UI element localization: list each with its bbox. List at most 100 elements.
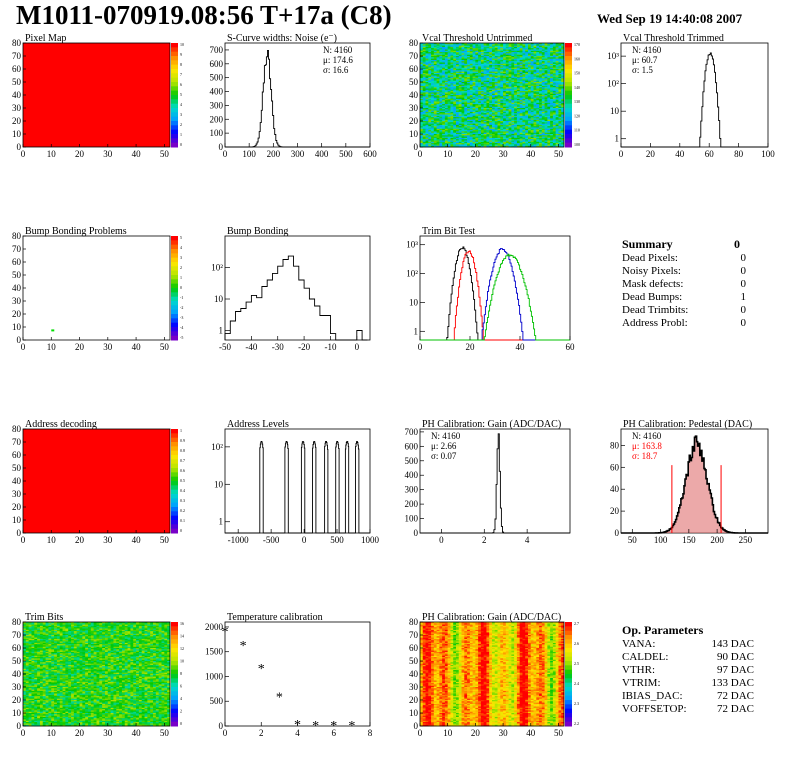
heatmap-cell	[433, 118, 438, 121]
heatmap-cell	[530, 143, 534, 145]
heatmap-cell	[503, 111, 507, 114]
heatmap-cell	[497, 144, 501, 147]
heatmap-cell	[516, 58, 521, 61]
heatmap-cell	[516, 49, 521, 52]
heatmap-cell	[420, 53, 424, 56]
colorbar-segment	[171, 60, 178, 66]
heatmap-cell	[461, 74, 465, 76]
heatmap-cell	[522, 114, 526, 117]
heatmap-cell	[528, 61, 532, 63]
heatmap-cell	[456, 58, 460, 61]
heatmap-cell	[478, 140, 482, 143]
heatmap-cell	[436, 82, 440, 84]
tick-label: 50	[160, 342, 170, 352]
heatmap-cell	[475, 114, 479, 117]
heatmap-cell	[519, 66, 523, 69]
heatmap-cell	[486, 72, 490, 75]
heatmap-cell	[508, 117, 512, 119]
heatmap-cell	[494, 114, 498, 117]
heatmap-cell	[486, 52, 490, 54]
heatmap-cell	[422, 53, 426, 56]
heatmap-cell	[522, 43, 526, 45]
heatmap-cell	[514, 84, 518, 87]
stats-line: N: 4160	[323, 45, 353, 55]
heatmap-cell	[433, 104, 438, 106]
heatmap-cell	[472, 135, 476, 137]
heatmap-cell	[516, 132, 521, 135]
heatmap-cell	[439, 139, 443, 141]
heatmap-cell	[514, 92, 518, 95]
heatmap-cell	[467, 136, 471, 139]
heatmap-cell	[519, 67, 523, 70]
tick-label: -500	[263, 535, 280, 545]
heatmap-cell	[472, 124, 476, 127]
heatmap-cell	[447, 75, 451, 78]
heatmap-cell	[425, 46, 429, 49]
heatmap-cell	[475, 118, 479, 121]
heatmap-cell	[519, 76, 523, 79]
heatmap-cell	[480, 56, 485, 58]
heatmap-cell	[428, 144, 432, 147]
heatmap-cell	[467, 106, 471, 109]
heatmap-cell	[494, 109, 498, 111]
heatmap-cell	[522, 70, 526, 72]
heatmap-cell	[505, 145, 510, 148]
tick-label: 30	[12, 103, 22, 113]
heatmap-cell	[500, 54, 504, 57]
tick-label: 40	[12, 283, 22, 293]
heatmap-cell	[475, 101, 479, 104]
heatmap-cell	[456, 145, 460, 148]
heatmap-cell	[489, 121, 493, 123]
heatmap-cell	[420, 58, 424, 61]
heatmap-cell	[436, 74, 440, 76]
heatmap-cell	[478, 144, 482, 147]
heatmap-cell	[492, 118, 496, 121]
heatmap-cell	[497, 118, 501, 121]
heatmap-cell	[528, 141, 532, 144]
heatmap-cell	[494, 66, 498, 69]
heatmap-cell	[525, 83, 529, 85]
heatmap-cell	[528, 83, 532, 85]
chart-title: Trim Bit Test	[422, 226, 475, 237]
heatmap-cell	[461, 128, 465, 131]
heatmap-cell	[514, 126, 518, 128]
heatmap-cell	[422, 110, 426, 113]
heatmap-cell	[478, 78, 482, 80]
chart-title: Bump Bonding	[227, 226, 288, 237]
heatmap-cell	[522, 49, 526, 52]
heatmap-cell	[486, 119, 490, 122]
heatmap-cell	[450, 137, 454, 140]
heatmap-cell	[522, 143, 526, 145]
heatmap-cell	[453, 117, 457, 119]
heatmap-cell	[530, 137, 534, 140]
heatmap-cell	[472, 71, 476, 74]
heatmap-cell	[444, 141, 449, 144]
heatmap-cell	[511, 92, 515, 95]
heatmap-cell	[422, 145, 426, 148]
heatmap-cell	[453, 58, 457, 61]
heatmap-cell	[516, 74, 521, 76]
heatmap-cell	[453, 123, 457, 126]
heatmap-cell	[530, 75, 534, 78]
colorbar-label: 0	[180, 528, 182, 533]
heatmap-cell	[475, 72, 479, 75]
heatmap-cell	[467, 144, 471, 147]
stats-line: N: 4160	[431, 431, 461, 441]
tick-label: 70	[12, 51, 22, 61]
heatmap-cell	[450, 130, 454, 132]
heatmap-cell	[469, 74, 474, 76]
heatmap-cell	[500, 105, 504, 108]
heatmap-cell	[444, 83, 449, 85]
heatmap-cell	[420, 82, 424, 84]
heatmap-cell	[492, 132, 496, 135]
heatmap-cell	[500, 92, 504, 95]
heatmap-cell	[500, 108, 504, 110]
heatmap-cell	[530, 109, 534, 111]
heatmap-cell	[522, 50, 526, 53]
heatmap-cell	[503, 143, 507, 145]
colorbar-segment	[171, 305, 178, 311]
heatmap-cell	[511, 128, 515, 131]
tick-label: 10	[47, 535, 57, 545]
heatmap-cell	[439, 57, 443, 59]
heatmap-cell	[461, 48, 465, 50]
